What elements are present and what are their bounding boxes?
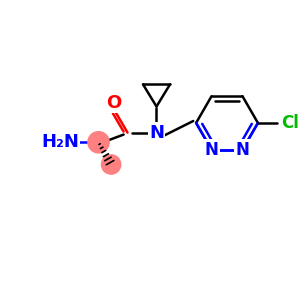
Text: H₂N: H₂N: [41, 133, 79, 151]
Circle shape: [88, 132, 109, 153]
Text: N: N: [236, 141, 249, 159]
Text: N: N: [205, 141, 218, 159]
Text: Cl: Cl: [281, 114, 299, 132]
Text: N: N: [149, 124, 164, 142]
Circle shape: [101, 155, 121, 174]
Text: O: O: [106, 94, 122, 112]
